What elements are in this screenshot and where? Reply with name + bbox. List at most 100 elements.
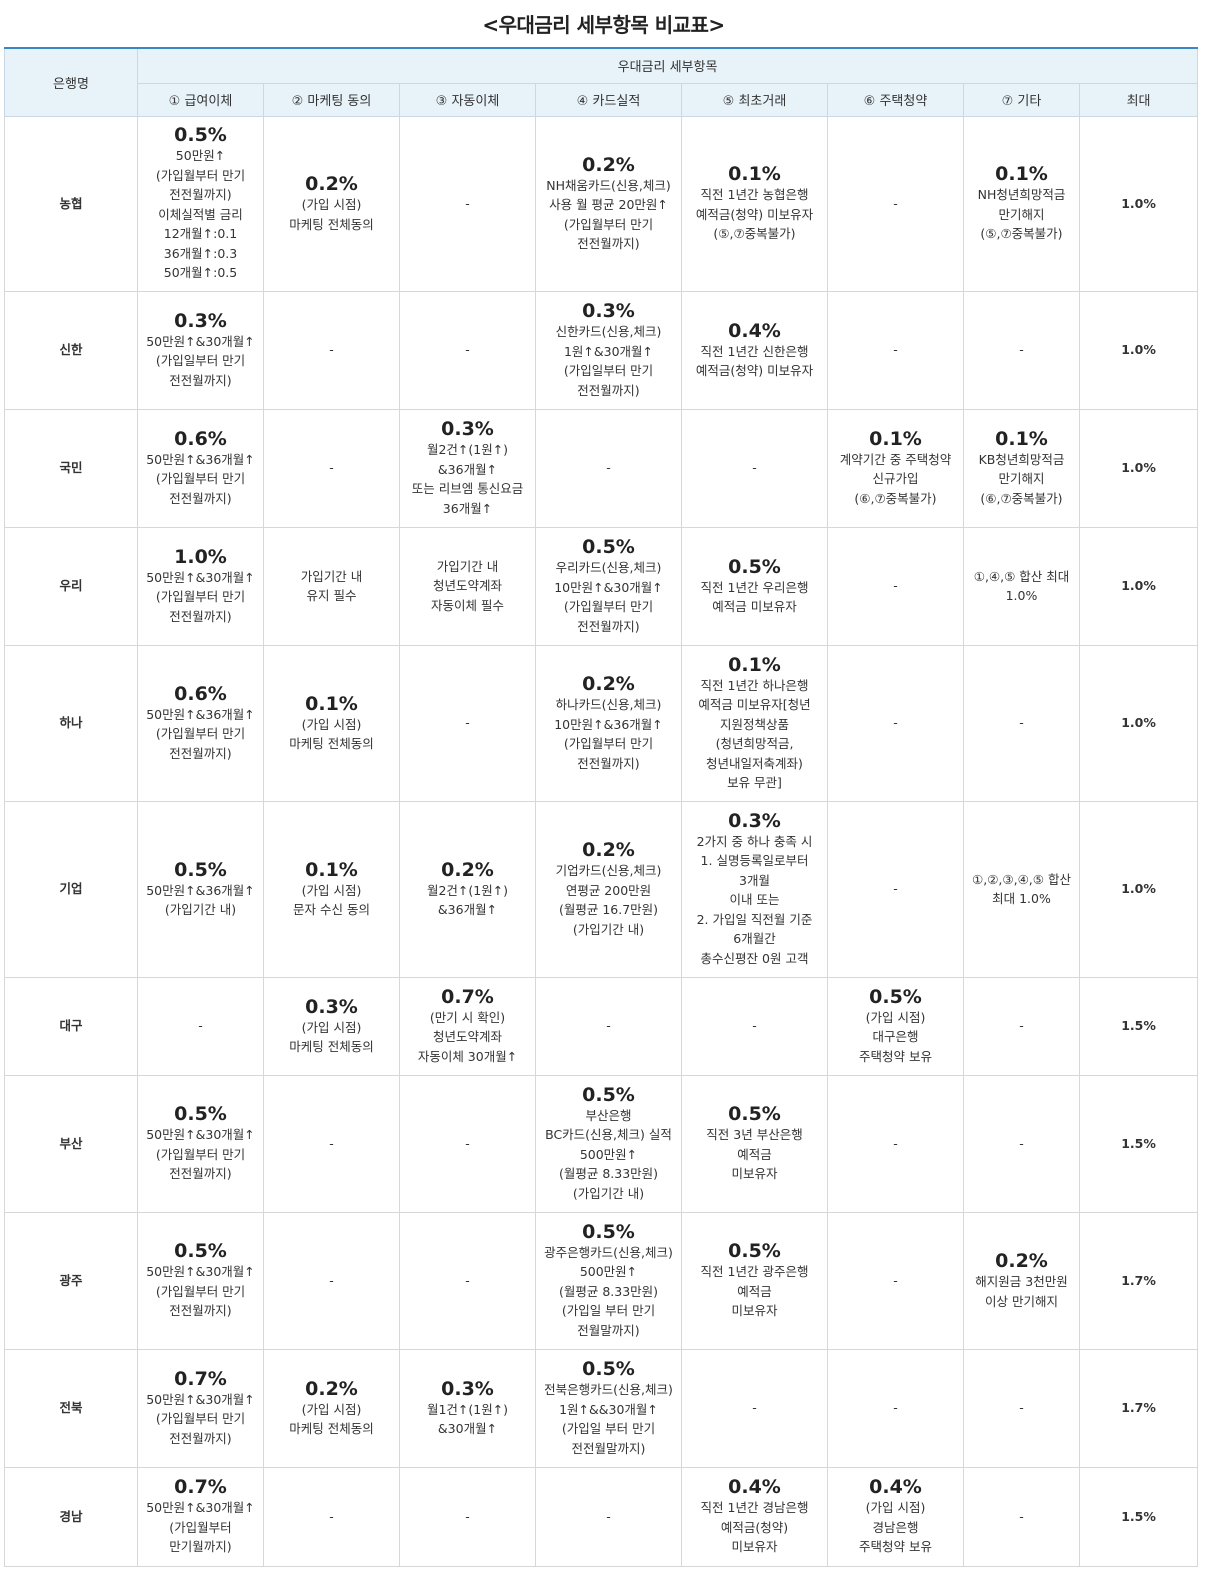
condition-line: (가입기간 내) bbox=[164, 902, 237, 917]
empty-dash: - bbox=[1019, 1400, 1024, 1416]
bank-name-cell: 기업 bbox=[4, 800, 138, 978]
bank-name-cell: 우리 bbox=[4, 526, 138, 646]
empty-dash: - bbox=[893, 715, 898, 731]
rate-value: 0.3% bbox=[441, 418, 494, 440]
condition-line: 최대 1.0% bbox=[992, 891, 1051, 906]
rate-value: 0.2% bbox=[582, 673, 635, 695]
condition-line: 직전 3년 부산은행 bbox=[706, 1127, 803, 1143]
benefit-cell: - bbox=[827, 1211, 964, 1350]
condition-line: 50만원↑&30개월↑ bbox=[146, 1500, 255, 1516]
condition-line: &30개월↑ bbox=[437, 1421, 498, 1436]
condition-line: 36개월↑ bbox=[442, 500, 493, 516]
benefit-cell: 0.5% 우리카드(신용,체크) 10만원↑&30개월↑ (가입월부터 만기 전전월까지… bbox=[535, 526, 682, 646]
benefit-cell: 0.1% (가입 시점) 마케팅 전체동의 bbox=[263, 644, 400, 802]
max-rate-cell: 1.0% bbox=[1078, 644, 1199, 802]
condition-line: 자동이체 30개월↑ bbox=[417, 1048, 518, 1064]
condition-line: 50만원↑ bbox=[175, 148, 226, 164]
condition-line: 3개월 bbox=[739, 872, 770, 888]
condition-line: 총수신평잔 0원 고객 bbox=[700, 950, 809, 966]
benefit-cell: - bbox=[399, 1074, 536, 1213]
benefit-cell: 가입기간 내 청년도약계좌 자동이체 필수 bbox=[399, 526, 536, 646]
max-rate-cell: 1.5% bbox=[1078, 1074, 1199, 1213]
condition-line: 계약기간 중 주택청약 bbox=[839, 451, 952, 467]
max-rate-cell: 1.0% bbox=[1078, 800, 1199, 978]
condition-line: 청년내일저축계좌) bbox=[706, 755, 803, 771]
condition-line: 36개월↑:0.3 bbox=[163, 245, 238, 261]
rate-value: 0.3% bbox=[305, 995, 358, 1018]
benefit-cell: - bbox=[399, 1211, 536, 1350]
bank-name-cell: 광주 bbox=[4, 1211, 138, 1350]
empty-dash: - bbox=[893, 1400, 898, 1416]
header-col-max: 최대 bbox=[1078, 82, 1199, 117]
condition-line: 이상 만기해지 bbox=[985, 1293, 1058, 1309]
condition-line: 예적금 미보유자 bbox=[712, 599, 797, 614]
condition-line: 50만원↑&36개월↑ bbox=[146, 706, 255, 722]
empty-dash: - bbox=[606, 1508, 611, 1524]
benefit-cell: 0.3% (가입 시점) 마케팅 전체동의 bbox=[263, 976, 400, 1076]
condition-line: 직전 1년간 농협은행 bbox=[700, 187, 809, 203]
condition-line: 10만원↑&36개월↑ bbox=[554, 716, 663, 732]
benefit-cell: 0.1% 계약기간 중 주택청약 신규가입 (⑥,⑦중복불가) bbox=[827, 408, 964, 528]
empty-dash: - bbox=[893, 195, 898, 211]
benefit-cell: - bbox=[827, 115, 964, 292]
header-col-first-deal: ⑤ 최초거래 bbox=[681, 82, 828, 117]
condition-line: 문자 수신 동의 bbox=[293, 902, 370, 917]
rate-value: 0.2% bbox=[582, 839, 635, 861]
condition-line: (가입월부터 만기 bbox=[155, 726, 246, 742]
benefit-cell: - bbox=[399, 1466, 536, 1567]
rate-value: 0.4% bbox=[869, 1476, 922, 1499]
rate-value: 0.5% bbox=[728, 1240, 781, 1263]
condition-line: ①,②,③,④,⑤ 합산 bbox=[972, 871, 1071, 887]
empty-dash: - bbox=[329, 460, 334, 476]
rate-value: 0.1% bbox=[728, 163, 781, 186]
condition-line: 50만원↑&30개월↑ bbox=[146, 569, 255, 585]
empty-dash: - bbox=[465, 1135, 470, 1151]
rate-value: 0.1% bbox=[869, 427, 922, 450]
condition-line: 50만원↑&30개월↑ bbox=[146, 333, 255, 349]
benefit-cell: 0.6% 50만원↑&36개월↑ (가입월부터 만기 전전월까지) bbox=[137, 644, 264, 802]
condition-line: 월2건↑(1원↑) bbox=[426, 882, 509, 898]
benefit-cell: - bbox=[827, 644, 964, 802]
benefit-cell: - bbox=[827, 1348, 964, 1468]
table-row: 전북 0.7% 50만원↑&30개월↑ (가입월부터 만기 전전월까지) 0.2% (가입 … bbox=[4, 1348, 1199, 1468]
benefit-cell: - bbox=[399, 115, 536, 292]
rate-value: 0.5% bbox=[174, 1103, 227, 1126]
benefit-cell: 0.3% 신한카드(신용,체크) 1원↑&30개월↑ (가입일부터 만기 전전월까지) bbox=[535, 290, 682, 410]
benefit-cell: 0.5% 부산은행 BC카드(신용,체크) 실적 500만원↑ (월평균 8.33만원)… bbox=[535, 1074, 682, 1213]
benefit-cell: 0.4% 직전 1년간 경남은행 예적금(청약) 미보유자 bbox=[681, 1466, 828, 1567]
condition-line: 직전 1년간 하나은행 bbox=[700, 677, 809, 693]
bank-name-cell: 국민 bbox=[4, 408, 138, 528]
condition-line: 예적금(청약) 미보유자 bbox=[695, 206, 814, 222]
benefit-cell: 0.1% (가입 시점) 문자 수신 동의 bbox=[263, 800, 400, 978]
benefit-cell: 0.5% 직전 1년간 광주은행 예적금 미보유자 bbox=[681, 1211, 828, 1350]
empty-dash: - bbox=[465, 1272, 470, 1288]
benefit-cell: - bbox=[963, 1466, 1080, 1567]
condition-line: (가입월부터 만기 bbox=[155, 471, 246, 487]
empty-dash: - bbox=[1019, 1135, 1024, 1151]
condition-line: (가입월부터 만기 bbox=[563, 599, 654, 614]
empty-dash: - bbox=[329, 1508, 334, 1524]
rate-value: 0.1% bbox=[995, 427, 1048, 450]
benefit-cell: 1.0% 50만원↑&30개월↑ (가입월부터 만기 전전월까지) bbox=[137, 526, 264, 646]
condition-line: 신한카드(신용,체크) bbox=[555, 324, 662, 339]
condition-line: 직전 1년간 신한은행 bbox=[700, 343, 809, 359]
benefit-cell: 0.5% 50만원↑&30개월↑ (가입월부터 만기 전전월까지) bbox=[137, 1074, 264, 1213]
condition-line: (가입일 부터 만기 bbox=[561, 1303, 656, 1319]
rate-value: 0.7% bbox=[441, 985, 494, 1008]
empty-dash: - bbox=[893, 1272, 898, 1288]
benefit-cell: - bbox=[827, 1074, 964, 1213]
condition-line: (월평균 8.33만원) bbox=[558, 1283, 659, 1299]
table-row: 신한 0.3% 50만원↑&30개월↑ (가입일부터 만기 전전월까지) - -0.3% 신한… bbox=[4, 290, 1199, 410]
condition-line: 예적금 미보유자[청년 bbox=[698, 697, 811, 712]
benefit-cell: - bbox=[263, 290, 400, 410]
benefit-cell: 0.1% KB청년희망적금 만기해지 (⑥,⑦중복불가) bbox=[963, 408, 1080, 528]
table-row: 기업 0.5% 50만원↑&36개월↑ (가입기간 내) 0.1% (가입 시점) 문자 수… bbox=[4, 800, 1199, 978]
empty-dash: - bbox=[893, 881, 898, 897]
empty-dash: - bbox=[893, 342, 898, 358]
condition-line: 자동이체 필수 bbox=[431, 597, 504, 613]
max-rate-cell: 1.0% bbox=[1078, 408, 1199, 528]
benefit-cell: - bbox=[399, 290, 536, 410]
condition-line: 50만원↑&30개월↑ bbox=[146, 1391, 255, 1407]
max-rate-cell: 1.0% bbox=[1078, 290, 1199, 410]
